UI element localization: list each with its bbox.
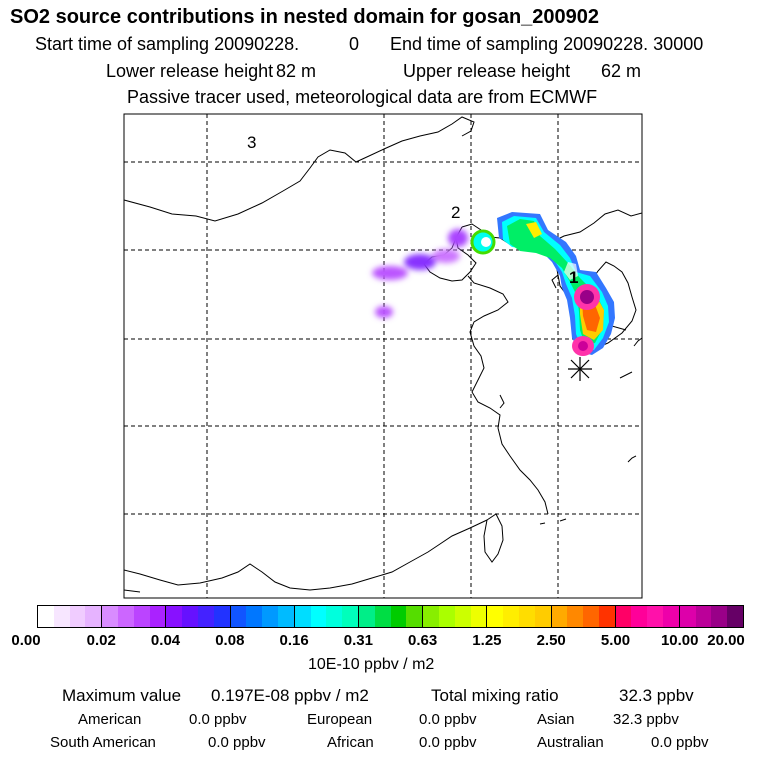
asian-label: Asian [537, 711, 575, 728]
marker-label-2: 2 [451, 203, 460, 222]
asian-value: 32.3 ppbv [613, 711, 679, 728]
max-value-label: Maximum value [62, 686, 182, 705]
graticule [124, 114, 642, 598]
south-american-label: South American [50, 734, 156, 751]
start-time-value: 0 [349, 34, 360, 54]
colorbar [37, 605, 744, 628]
start-time-label: Start time of sampling 20090228. [35, 34, 300, 54]
south-american-value: 0.0 ppbv [208, 734, 266, 751]
australian-label: Australian [537, 734, 604, 751]
marker-label-1: 1 [569, 268, 578, 287]
colorbar-segment [615, 606, 680, 627]
australian-value: 0.0 ppbv [651, 734, 709, 751]
plume-field [372, 212, 615, 356]
colorbar-segment [551, 606, 616, 627]
colorbar-tick-label: 0.00 [11, 632, 41, 649]
colorbar-tick-label: 0.16 [279, 632, 309, 649]
colorbar-tick-label: 0.02 [86, 632, 116, 649]
colorbar-tick-label: 20.00 [707, 632, 745, 649]
colorbar-tick-label: 1.25 [472, 632, 502, 649]
colorbar-units: 10E-10 ppbv / m2 [308, 656, 435, 673]
colorbar-tick-label: 0.63 [408, 632, 438, 649]
colorbar-segment [294, 606, 359, 627]
figure-title: SO2 source contributions in nested domai… [10, 6, 600, 28]
european-label: European [307, 711, 373, 728]
map-frame [123, 113, 643, 599]
colorbar-segment [423, 606, 488, 627]
colorbar-segment [38, 606, 103, 627]
colorbar-tick-label: 2.50 [536, 632, 566, 649]
total-mixing-label: Total mixing ratio [431, 686, 559, 705]
colorbar-tick-label: 0.04 [150, 632, 181, 649]
lower-release-value: 82 m [276, 61, 317, 81]
american-value: 0.0 ppbv [189, 711, 247, 728]
end-time-label: End time of sampling 20090228. 30000 [390, 34, 704, 54]
colorbar-tick-label: 0.08 [215, 632, 245, 649]
lower-release-label: Lower release height [106, 61, 274, 81]
colorbar-segment [102, 606, 167, 627]
star-marker [568, 357, 592, 381]
colorbar-segment [679, 606, 744, 627]
upper-release-value: 62 m [601, 61, 642, 81]
colorbar-tick-label: 5.00 [600, 632, 631, 649]
colorbar-tick-label: 10.00 [660, 632, 699, 649]
european-value: 0.0 ppbv [419, 711, 477, 728]
colorbar-segment [166, 606, 231, 627]
african-label: African [327, 734, 374, 751]
max-value: 0.197E-08 ppbv / m2 [211, 686, 369, 705]
colorbar-segment [230, 606, 295, 627]
colorbar-segment [358, 606, 424, 627]
tracer-note: Passive tracer used, meteorological data… [127, 87, 598, 107]
upper-release-label: Upper release height [403, 61, 571, 81]
marker-label-3: 3 [247, 133, 256, 152]
american-label: American [78, 711, 142, 728]
colorbar-tick-label: 0.31 [343, 632, 373, 649]
colorbar-segment [487, 606, 552, 627]
african-value: 0.0 ppbv [419, 734, 477, 751]
total-mixing-value: 32.3 ppbv [619, 686, 694, 705]
